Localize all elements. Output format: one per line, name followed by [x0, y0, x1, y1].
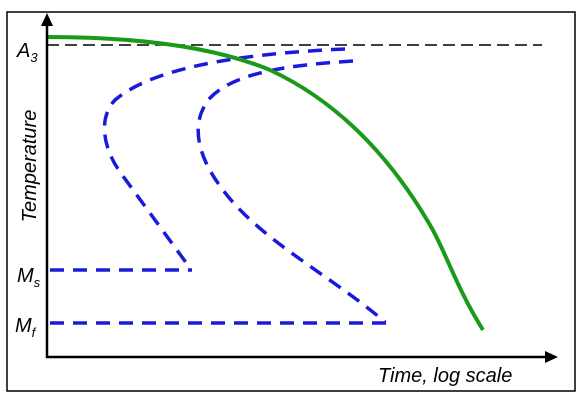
y-axis-arrowhead: [41, 13, 53, 26]
mf-label-main: M: [15, 315, 32, 337]
y-axis-label: Temperature: [19, 110, 41, 223]
cooling-curve: [46, 35, 485, 332]
ms-label-main: M: [17, 265, 34, 287]
mf-label-sub: f: [32, 325, 37, 340]
x-axis-arrowhead: [545, 351, 558, 363]
a3-label: A3: [16, 40, 38, 65]
ms-label: Ms: [17, 265, 41, 290]
a3-label-sub: 3: [30, 50, 38, 65]
transformation-start-curve: [102, 47, 346, 270]
ms-label-sub: s: [34, 275, 41, 290]
mf-label: Mf: [15, 315, 37, 340]
a3-label-main: A: [16, 40, 30, 62]
outer-frame: [6, 11, 576, 392]
transformation-finish-curve: [196, 59, 387, 324]
x-axis-label: Time, log scale: [378, 365, 512, 387]
